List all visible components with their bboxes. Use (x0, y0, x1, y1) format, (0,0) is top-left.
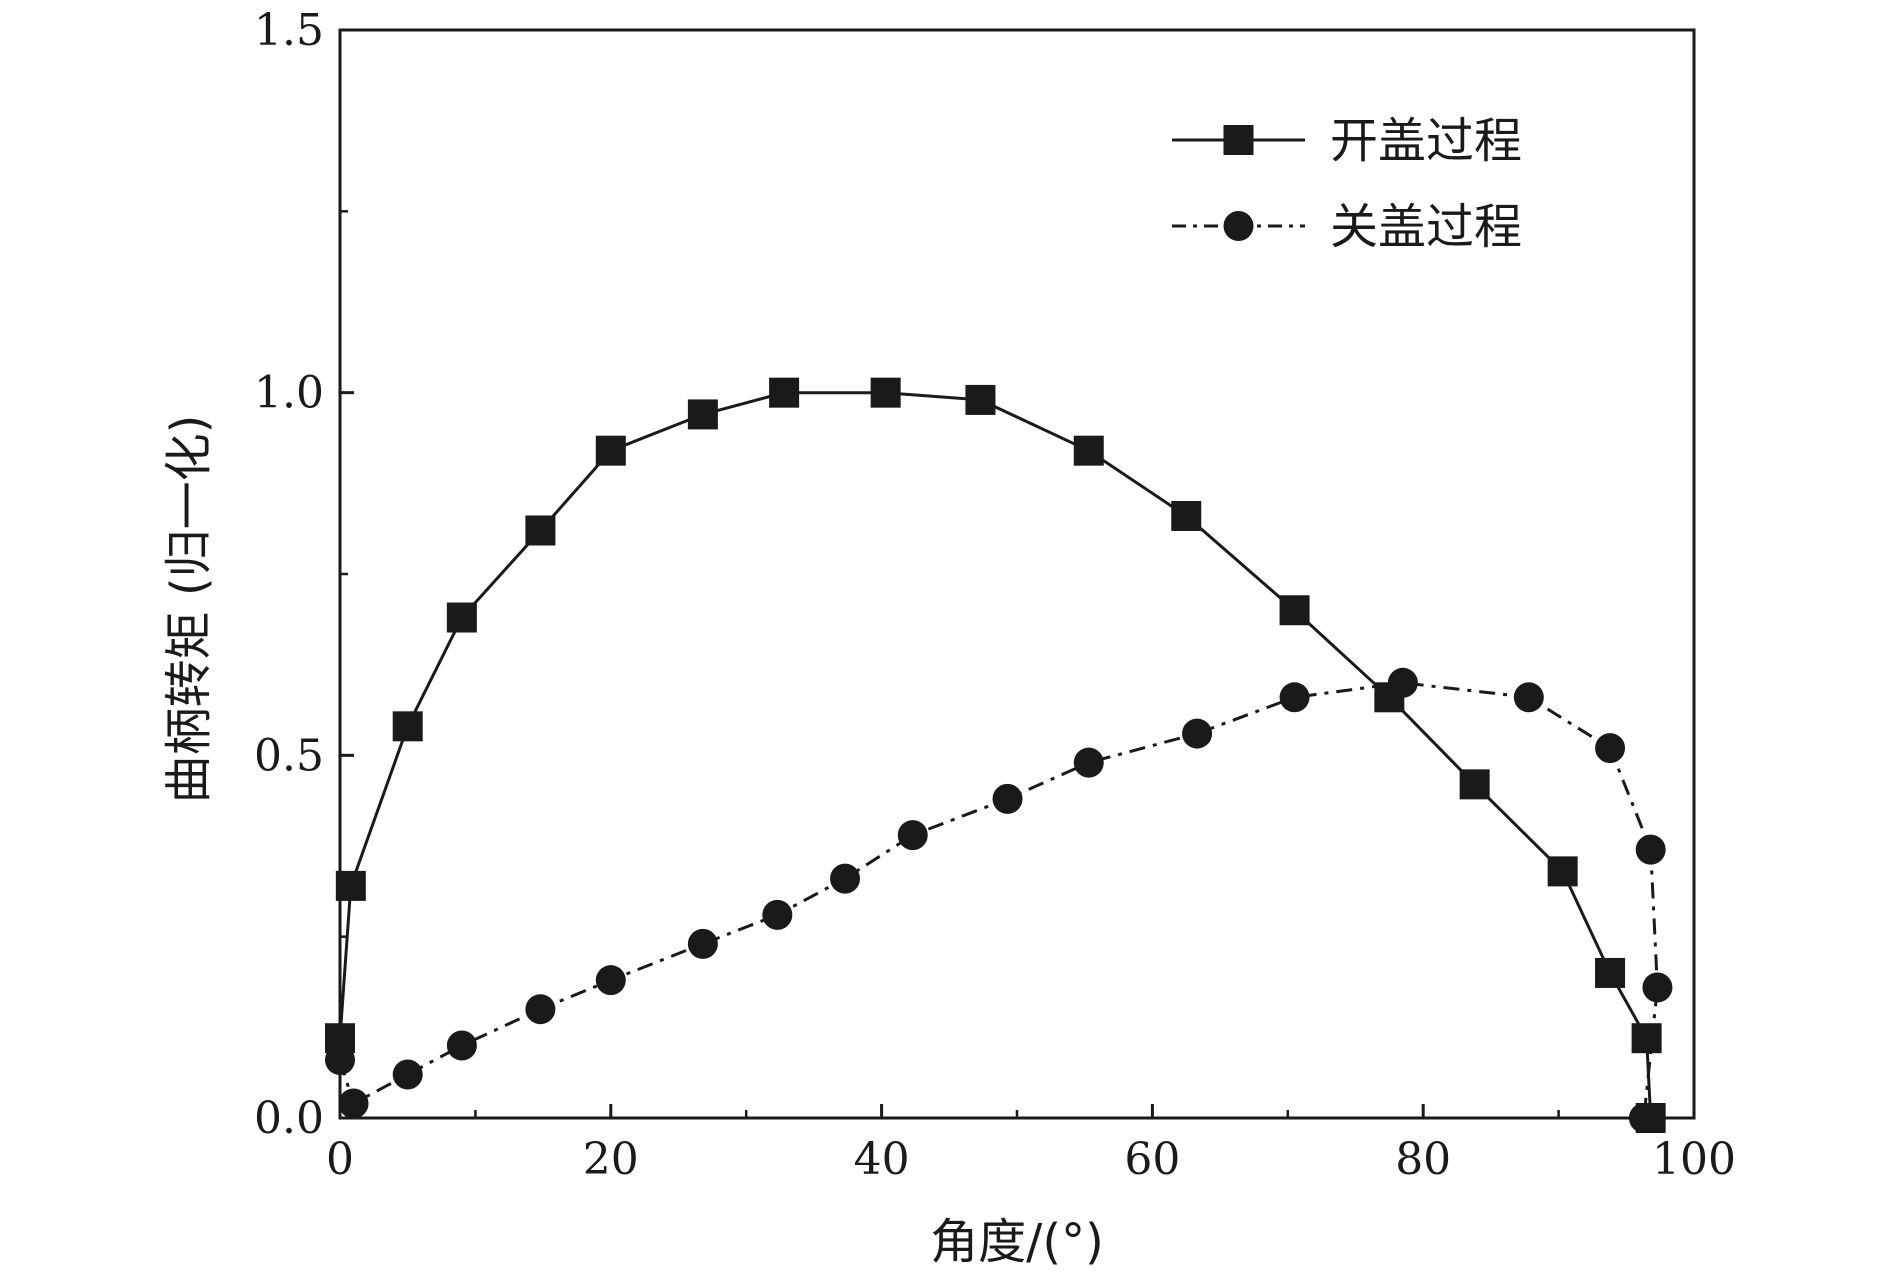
data-point (687, 928, 718, 959)
data-point (830, 863, 861, 894)
data-point (325, 1044, 355, 1075)
series-layer (325, 377, 1673, 1133)
data-point (870, 377, 901, 408)
data-point (525, 515, 556, 546)
data-point (446, 1030, 477, 1061)
data-point (687, 399, 718, 430)
legend-item: 开盖过程 (1172, 113, 1522, 169)
x-tick-label: 60 (1124, 1134, 1180, 1185)
x-axis-title: 角度/(°) (930, 1214, 1104, 1270)
y-tick-label: 1.0 (254, 368, 324, 419)
data-point (595, 435, 626, 466)
data-point (1642, 972, 1673, 1003)
data-point (392, 1059, 423, 1090)
y-tick-label: 0.5 (254, 730, 324, 781)
x-tick-label: 40 (854, 1134, 910, 1185)
legend-marker (1223, 125, 1254, 155)
legend-label: 关盖过程 (1330, 199, 1522, 255)
y-axis: 0.0 0.5 1.0 1.5 (254, 5, 354, 1144)
data-point (965, 384, 996, 415)
data-point (335, 870, 366, 901)
data-point (1547, 856, 1578, 887)
data-point (595, 965, 626, 996)
data-point (1182, 718, 1213, 749)
x-tick-label: 100 (1652, 1134, 1736, 1185)
data-point (446, 602, 477, 633)
data-point (392, 711, 423, 742)
data-point (1073, 435, 1104, 466)
x-tick-label: 0 (326, 1134, 354, 1185)
legend-label: 开盖过程 (1330, 113, 1522, 169)
data-point (525, 994, 556, 1025)
data-point (1595, 957, 1626, 988)
x-tick-label: 20 (583, 1134, 639, 1185)
plot-area (338, 28, 1696, 1120)
data-point (1635, 834, 1666, 865)
data-point (1595, 733, 1626, 764)
data-point (762, 899, 793, 930)
data-point (1387, 667, 1418, 698)
y-tick-label: 0.0 (254, 1093, 324, 1144)
data-point (992, 783, 1023, 814)
series-line (338, 681, 1659, 1119)
data-point (1513, 682, 1544, 713)
data-point (338, 1088, 369, 1119)
series-1 (325, 377, 1666, 1133)
x-tick-label: 80 (1395, 1134, 1451, 1185)
data-point (769, 377, 800, 408)
data-point (1171, 500, 1202, 531)
data-point (897, 820, 928, 851)
legend-marker (1223, 211, 1254, 241)
plot-frame (338, 28, 1696, 1120)
y-axis-title: 曲柄转矩 (归一化) (161, 415, 217, 804)
data-point (1279, 595, 1310, 626)
data-point (1073, 747, 1104, 778)
data-point (1279, 682, 1310, 713)
legend-item: 关盖过程 (1172, 199, 1522, 255)
x-axis: 0 20 40 60 80 100 (326, 1104, 1736, 1185)
data-point (1628, 1103, 1659, 1133)
y-tick-label: 1.5 (254, 5, 324, 56)
data-point (1459, 769, 1490, 800)
data-point (1631, 1023, 1662, 1054)
series-2 (325, 667, 1673, 1133)
